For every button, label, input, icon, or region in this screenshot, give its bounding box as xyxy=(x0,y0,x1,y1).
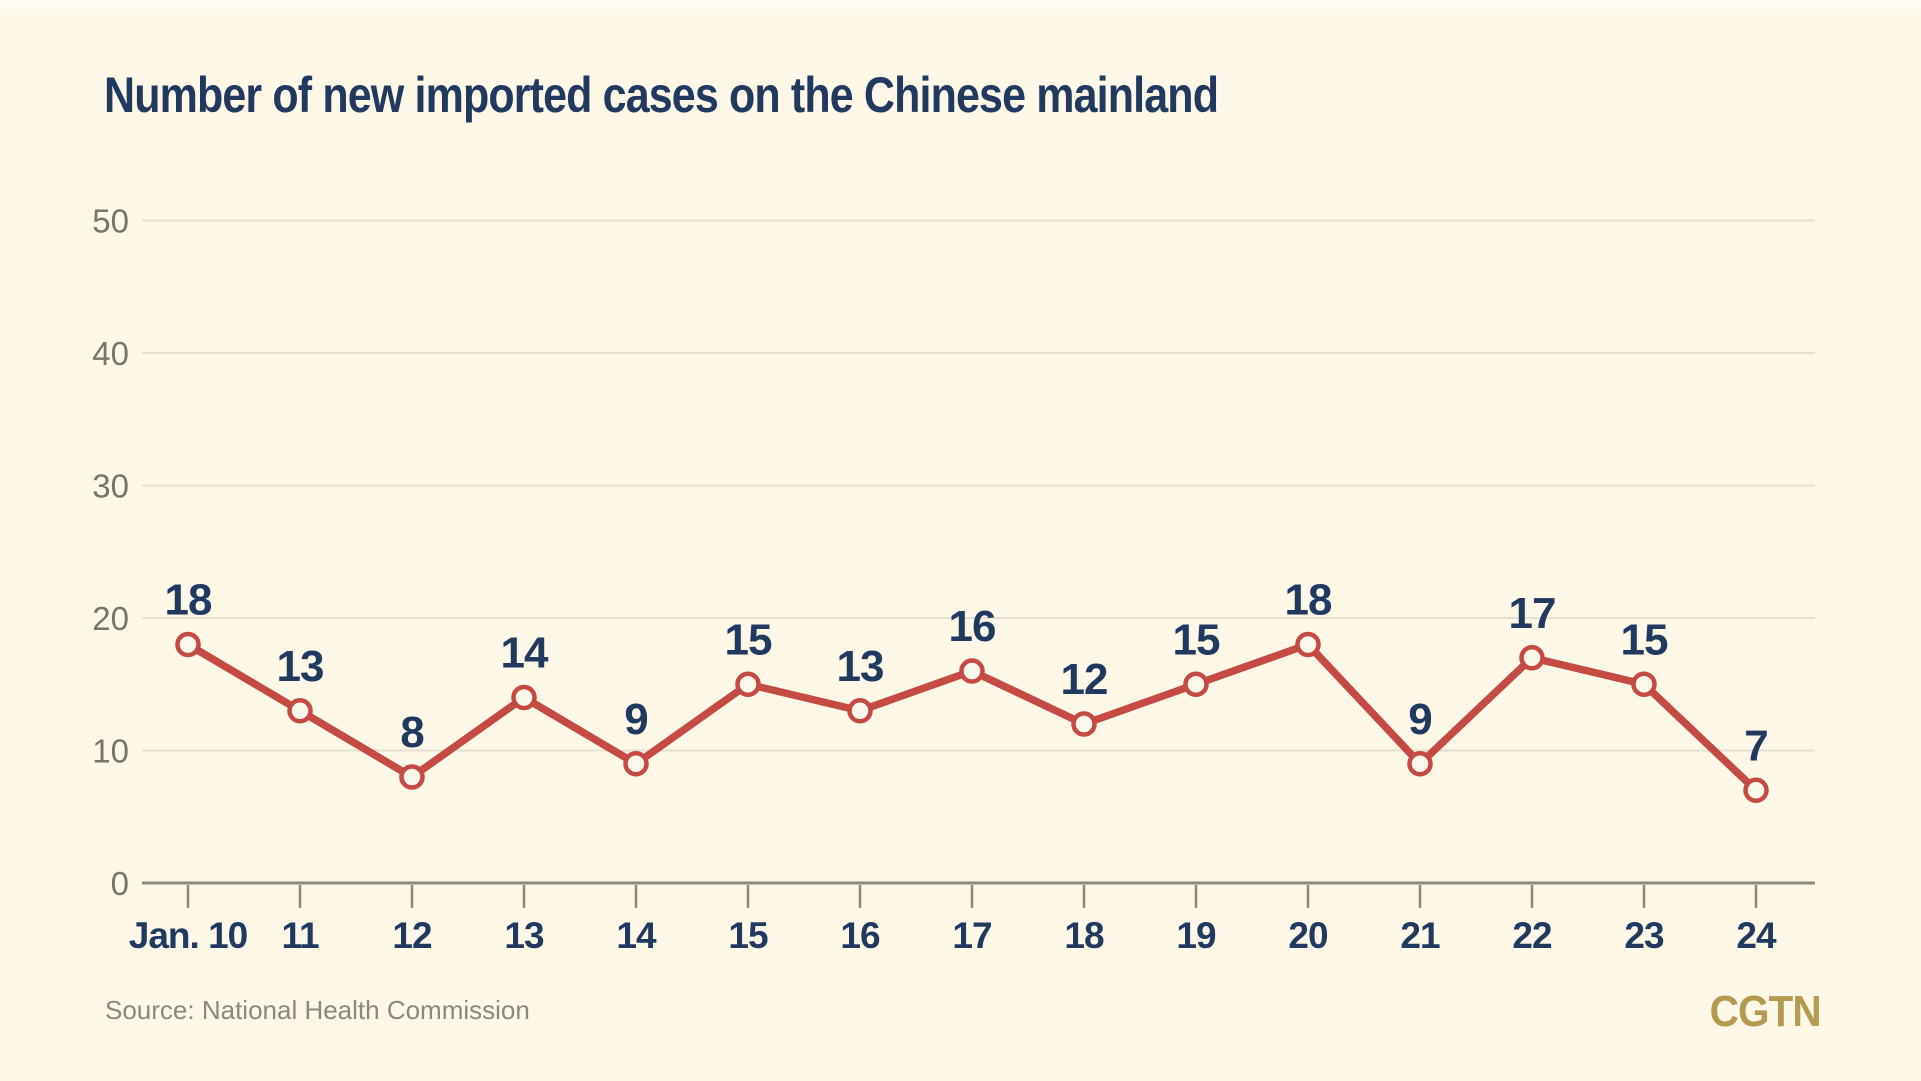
y-tick-label: 40 xyxy=(92,335,129,372)
data-point-label: 15 xyxy=(1621,615,1668,664)
data-point-label: 17 xyxy=(1509,589,1556,638)
data-point-marker xyxy=(1743,777,1769,803)
data-point-marker xyxy=(1295,631,1321,658)
data-point-marker xyxy=(735,671,761,697)
data-point-label: 12 xyxy=(1061,655,1108,704)
y-tick-label: 20 xyxy=(92,600,129,637)
x-tick-label: 17 xyxy=(952,915,991,956)
x-tick-label: 16 xyxy=(840,915,880,956)
data-point-marker xyxy=(1183,671,1209,697)
x-tick-label: 20 xyxy=(1288,915,1328,956)
data-point-marker xyxy=(175,631,201,658)
x-tick-label: 18 xyxy=(1064,915,1104,956)
data-point-marker xyxy=(623,751,649,777)
data-point-label: 15 xyxy=(1173,615,1220,664)
data-point-label: 16 xyxy=(949,602,996,651)
x-tick-label: 24 xyxy=(1736,915,1777,956)
y-tick-label: 10 xyxy=(92,733,129,770)
x-tick-label: 11 xyxy=(281,915,319,956)
data-point-label: 13 xyxy=(837,642,884,691)
x-tick-label: 23 xyxy=(1624,915,1664,956)
data-point-label: 8 xyxy=(400,708,424,757)
data-point-label: 14 xyxy=(501,629,549,678)
data-point-marker xyxy=(1519,645,1545,671)
data-point-label: 18 xyxy=(1285,576,1332,625)
data-point-marker xyxy=(287,698,313,724)
data-point-marker xyxy=(1631,671,1657,697)
data-point-marker xyxy=(847,698,873,724)
cgtn-logo: CGTN xyxy=(1709,987,1822,1036)
x-tick-label: 14 xyxy=(616,915,657,956)
x-tick-label: 21 xyxy=(1400,915,1440,956)
y-tick-label: 50 xyxy=(92,203,129,240)
source-note: Source: National Health Commission xyxy=(105,995,530,1025)
data-point-marker xyxy=(1407,751,1433,777)
data-point-marker xyxy=(1071,711,1097,737)
data-point-label: 9 xyxy=(624,695,647,744)
data-point-marker xyxy=(959,658,985,684)
y-tick-label: 30 xyxy=(92,468,129,505)
data-point-label: 15 xyxy=(725,615,772,664)
data-point-label: 7 xyxy=(1744,721,1767,770)
data-point-marker xyxy=(511,684,537,711)
data-point-label: 13 xyxy=(277,642,324,691)
y-tick-label: 0 xyxy=(111,865,129,902)
x-tick-label: 22 xyxy=(1512,915,1552,956)
x-tick-label: 19 xyxy=(1176,915,1216,956)
chart-title: Number of new imported cases on the Chin… xyxy=(104,67,1219,123)
data-point-label: 9 xyxy=(1408,695,1431,744)
data-point-marker xyxy=(399,764,425,790)
x-tick-label: 12 xyxy=(392,915,432,956)
x-tick-label: Jan. 10 xyxy=(129,915,248,956)
data-point-label: 18 xyxy=(165,576,212,625)
x-tick-label: 13 xyxy=(504,915,544,956)
x-tick-label: 15 xyxy=(728,915,768,956)
